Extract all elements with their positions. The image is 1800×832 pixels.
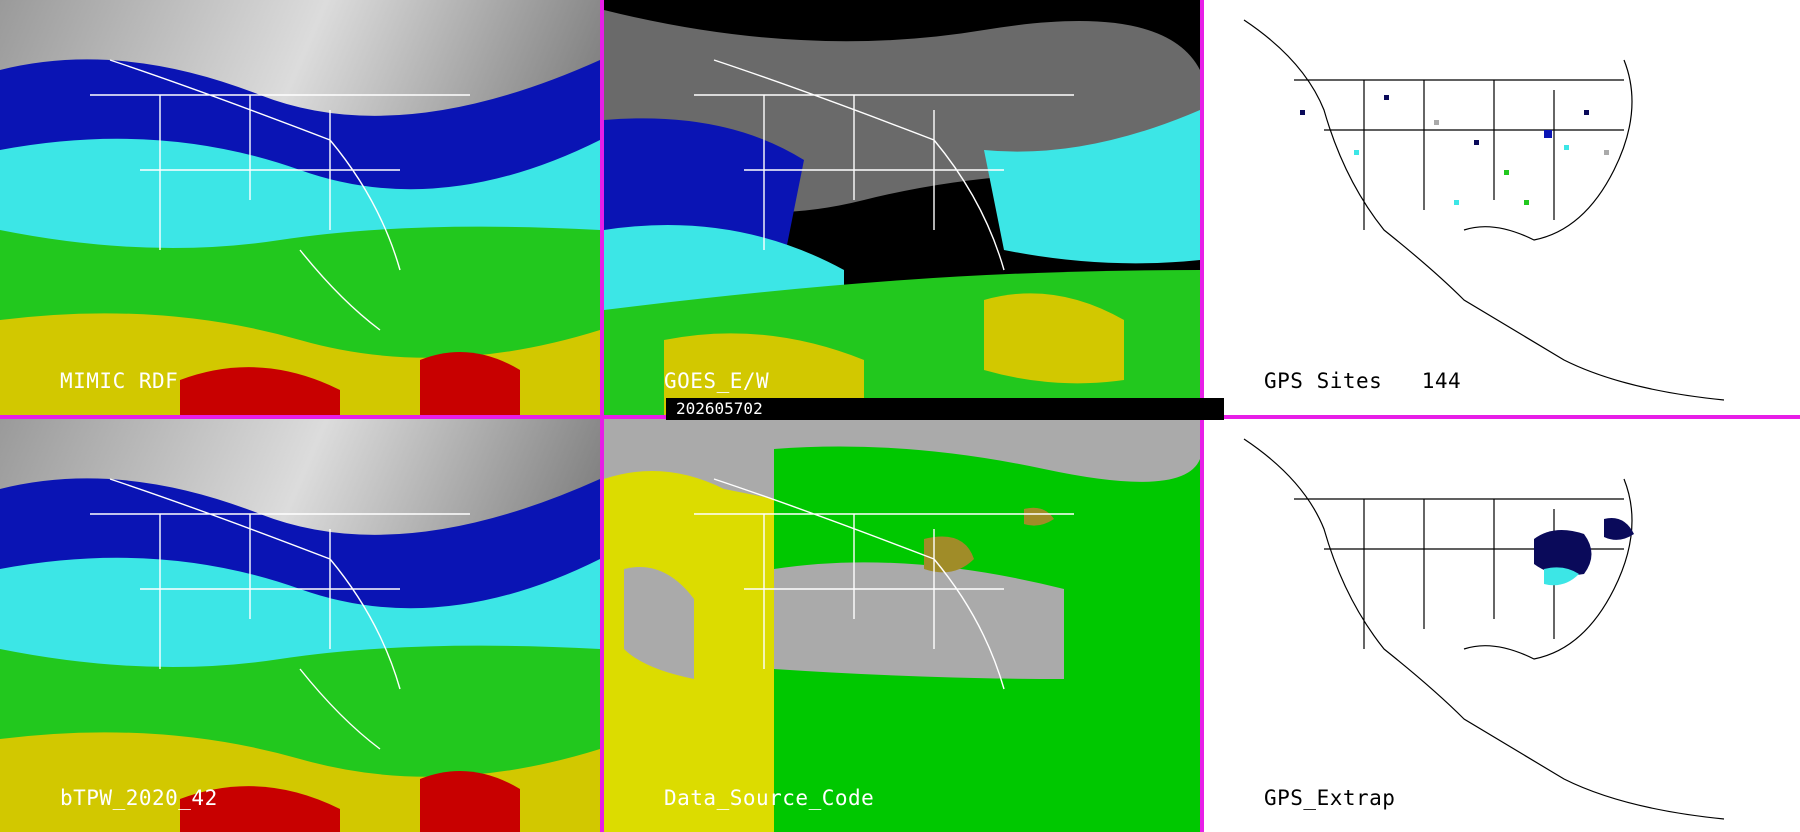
gps-extrap-map [1204, 419, 1800, 832]
mimic-rdf-label: MIMIC RDF [60, 369, 179, 393]
data-source-map [604, 419, 1200, 832]
gps-sites-map [1204, 0, 1800, 415]
goes-ew-label: GOES_E/W [664, 369, 770, 393]
gps-extrap-panel[interactable]: GPS_Extrap [1204, 419, 1800, 832]
gps-extrap-region-3 [1604, 518, 1634, 540]
gps-sites-count: 144 [1421, 369, 1462, 393]
data-source-panel[interactable]: Data_Source_Code [604, 419, 1200, 832]
gps-sites-label: GPS Sites 144 [1264, 369, 1461, 393]
goes-ew-map [604, 0, 1200, 415]
data-source-label: Data_Source_Code [664, 786, 875, 810]
gps-extrap-label: GPS_Extrap [1264, 786, 1396, 810]
btpw-label: bTPW_2020_42 [60, 786, 218, 810]
btpw-panel[interactable]: bTPW_2020_42 [0, 419, 600, 832]
mimic-rdf-map [0, 0, 600, 415]
gps-extrap-region-2 [1544, 567, 1579, 586]
gps-site-markers [1300, 95, 1609, 205]
timestamp-bar: 202605702 [666, 398, 1224, 420]
gps-extrap-region-1 [1534, 530, 1592, 576]
mimic-rdf-panel[interactable]: MIMIC RDF [0, 0, 600, 415]
btpw-map [0, 419, 600, 832]
goes-ew-panel[interactable]: GOES_E/W [604, 0, 1200, 415]
gps-sites-panel[interactable]: GPS Sites 144 [1204, 0, 1800, 415]
gps-sites-title: GPS Sites [1264, 369, 1383, 393]
